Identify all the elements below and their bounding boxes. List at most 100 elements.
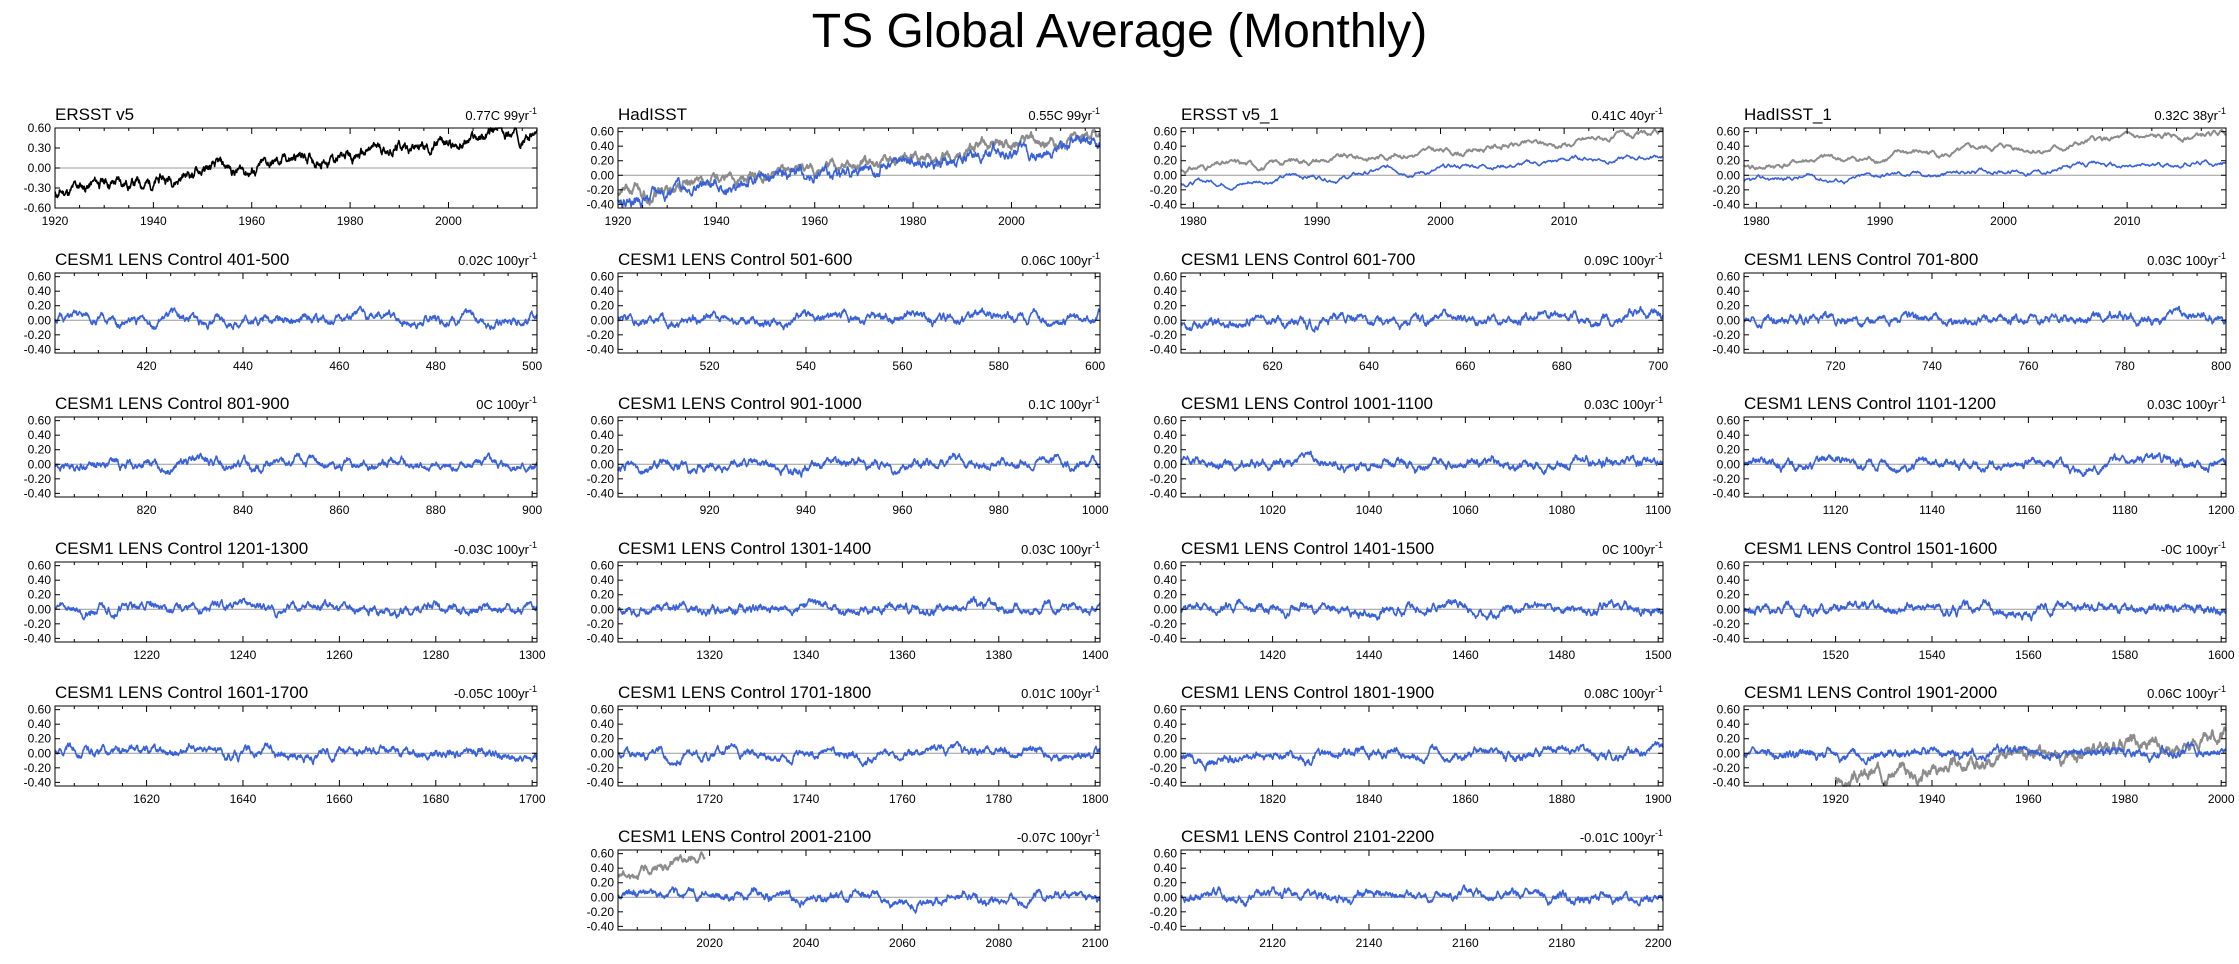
x-tick-label: 660 <box>1455 359 1475 373</box>
chart-title: CESM1 LENS Control 501-600 <box>618 250 852 269</box>
x-tick-label: 2200 <box>1645 936 1672 950</box>
x-tick-label: 1360 <box>889 648 916 662</box>
series-line-model <box>1743 741 2227 766</box>
chart-title: CESM1 LENS Control 901-1000 <box>618 394 862 413</box>
x-tick-label: 1960 <box>801 214 828 228</box>
y-tick-label: 0.40 <box>591 717 615 731</box>
y-tick-label: 0.40 <box>591 861 615 875</box>
series-line-model <box>617 452 1101 478</box>
x-tick-label: 2010 <box>2114 214 2141 228</box>
y-tick-label: 0.40 <box>28 284 52 298</box>
chart-title: CESM1 LENS Control 701-800 <box>1744 250 1978 269</box>
x-tick-label: 2120 <box>1259 936 1286 950</box>
x-tick-label: 2080 <box>985 936 1012 950</box>
y-tick-label: -0.40 <box>587 342 615 356</box>
y-tick-label: 0.40 <box>1717 428 1741 442</box>
x-tick-label: 1660 <box>326 792 353 806</box>
y-tick-label: -0.20 <box>1150 761 1178 775</box>
y-tick-label: 0.20 <box>28 443 52 457</box>
series-line-overlay <box>1743 129 2227 171</box>
x-tick-label: 1040 <box>1356 503 1383 517</box>
y-tick-label: 0.60 <box>1154 414 1178 428</box>
chart-panel-11: CESM1 LENS Control 1001-1100 0.03C 100yr-… <box>1150 394 1672 517</box>
x-tick-label: 980 <box>989 503 1009 517</box>
chart-panel-3: ERSST v5_1 0.41C 40yr-10.600.400.200.00-0… <box>1150 105 1664 228</box>
y-tick-label: -0.20 <box>1150 183 1178 197</box>
plot-frame <box>54 416 538 498</box>
x-tick-label: 1940 <box>703 214 730 228</box>
trend-label: 0.03C 100yr-1 <box>1584 395 1663 412</box>
x-tick-label: 1620 <box>133 792 160 806</box>
chart-panel-10: CESM1 LENS Control 901-1000 0.1C 100yr-1 0… <box>587 394 1109 517</box>
trend-label: 0.01C 100yr-1 <box>1021 684 1100 701</box>
y-tick-label: 0.40 <box>1717 139 1741 153</box>
chart-title: CESM1 LENS Control 401-500 <box>55 250 289 269</box>
y-tick-label: -0.40 <box>587 631 615 645</box>
y-tick-label: 0.20 <box>1154 588 1178 602</box>
trend-label: 0.1C 100yr-1 <box>1028 395 1100 412</box>
trend-label: 0.09C 100yr-1 <box>1584 251 1663 268</box>
chart-panel-17: CESM1 LENS Control 1601-1700 -0.05C 100yr… <box>24 683 546 806</box>
x-tick-label: 1980 <box>1180 214 1207 228</box>
y-tick-label: -0.40 <box>1713 342 1741 356</box>
x-tick-label: 1700 <box>519 792 546 806</box>
y-tick-label: -0.20 <box>24 328 52 342</box>
y-tick-label: 0.40 <box>591 284 615 298</box>
y-tick-label: 0.20 <box>28 588 52 602</box>
y-tick-label: 0.20 <box>1717 732 1741 746</box>
x-tick-label: 940 <box>796 503 816 517</box>
y-tick-label: -0.20 <box>1713 183 1741 197</box>
y-tick-label: 0.20 <box>1717 588 1741 602</box>
chart-title: CESM1 LENS Control 2101-2200 <box>1181 827 1434 846</box>
trend-label: -0C 100yr-1 <box>2161 540 2226 557</box>
y-tick-label: -0.20 <box>587 617 615 631</box>
x-tick-label: 2000 <box>1990 214 2017 228</box>
chart-panel-22: CESM1 LENS Control 2101-2200 -0.01C 100yr… <box>1150 827 1672 950</box>
y-tick-label: 0.00 <box>1154 457 1178 471</box>
plot-frame <box>1743 127 2227 209</box>
trend-label: -0.05C 100yr-1 <box>454 684 537 701</box>
x-tick-label: 1080 <box>1548 503 1575 517</box>
trend-label: 0.03C 100yr-1 <box>2147 251 2226 268</box>
y-tick-label: -0.20 <box>1150 905 1178 919</box>
plot-frame <box>1180 561 1664 643</box>
plot-frame <box>617 416 1101 498</box>
chart-panel-16: CESM1 LENS Control 1501-1600 -0C 100yr-1 0… <box>1713 539 2235 662</box>
x-tick-label: 1990 <box>1867 214 1894 228</box>
x-tick-label: 480 <box>426 359 446 373</box>
x-tick-label: 1300 <box>519 648 546 662</box>
x-tick-label: 1720 <box>696 792 723 806</box>
series-line-model <box>617 740 1101 768</box>
x-tick-label: 540 <box>796 359 816 373</box>
chart-panel-5: CESM1 LENS Control 401-500 0.02C 100yr-1 0… <box>24 250 543 373</box>
y-tick-label: 0.40 <box>1154 284 1178 298</box>
chart-panel-18: CESM1 LENS Control 1701-1800 0.01C 100yr-… <box>587 683 1109 806</box>
series-line-model <box>54 742 538 766</box>
trend-label: 0.08C 100yr-1 <box>1584 684 1663 701</box>
x-tick-label: 2040 <box>793 936 820 950</box>
y-tick-label: 0.40 <box>1717 284 1741 298</box>
plot-frame <box>1180 127 1664 209</box>
trend-label: 0.32C 38yr-1 <box>2154 106 2226 123</box>
y-tick-label: 0.40 <box>1154 428 1178 442</box>
y-tick-label: 0.60 <box>1154 703 1178 717</box>
x-tick-label: 1500 <box>1645 648 1672 662</box>
x-tick-label: 2000 <box>998 214 1025 228</box>
series-line-model <box>54 305 538 331</box>
x-tick-label: 1960 <box>2015 792 2042 806</box>
y-tick-label: -0.40 <box>24 631 52 645</box>
x-tick-label: 1820 <box>1259 792 1286 806</box>
trend-label: 0.77C 99yr-1 <box>465 106 537 123</box>
x-tick-label: 1780 <box>985 792 1012 806</box>
y-tick-label: -0.20 <box>1150 472 1178 486</box>
chart-panel-15: CESM1 LENS Control 1401-1500 0C 100yr-1 0.… <box>1150 539 1672 662</box>
x-tick-label: 700 <box>1648 359 1668 373</box>
y-tick-label: 0.20 <box>1154 732 1178 746</box>
y-tick-label: -0.40 <box>1713 197 1741 211</box>
series-line-model <box>1180 305 1664 333</box>
y-tick-label: 0.20 <box>1717 154 1741 168</box>
x-tick-label: 1200 <box>2208 503 2235 517</box>
x-tick-label: 1760 <box>889 792 916 806</box>
y-tick-label: 0.60 <box>591 270 615 284</box>
y-tick-label: -0.20 <box>1713 617 1741 631</box>
